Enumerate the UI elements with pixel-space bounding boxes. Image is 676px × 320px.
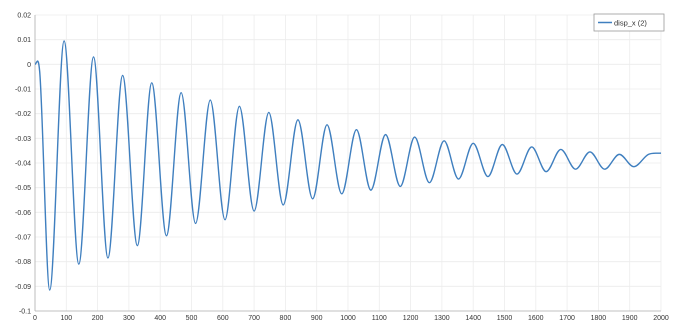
x-tick-label: 1500 bbox=[497, 315, 513, 320]
x-tick-label: 1800 bbox=[591, 315, 607, 320]
x-tick-label: 600 bbox=[217, 315, 229, 320]
x-tick-label: 900 bbox=[311, 315, 323, 320]
x-tick-label: 1900 bbox=[622, 315, 638, 320]
x-tick-label: 700 bbox=[248, 315, 260, 320]
x-tick-label: 200 bbox=[92, 315, 104, 320]
y-tick-label: -0.07 bbox=[15, 235, 31, 242]
legend: disp_x (2) bbox=[593, 13, 665, 32]
x-tick-label: 1400 bbox=[465, 315, 481, 320]
y-tick-label: -0.05 bbox=[15, 185, 31, 192]
y-tick-label: 0.01 bbox=[17, 37, 31, 44]
y-tick-label: -0.02 bbox=[15, 111, 31, 118]
grid bbox=[34, 14, 662, 312]
y-tick-label: 0 bbox=[27, 62, 31, 69]
y-tick-label: -0.03 bbox=[15, 136, 31, 143]
x-tick-label: 1600 bbox=[528, 315, 544, 320]
y-tick-label: -0.09 bbox=[15, 284, 31, 291]
y-tick-label: -0.06 bbox=[15, 210, 31, 217]
y-tick-label: -0.04 bbox=[15, 161, 31, 168]
x-tick-label: 2000 bbox=[653, 315, 669, 320]
x-tick-label: 1000 bbox=[340, 315, 356, 320]
x-tick-label: 800 bbox=[280, 315, 292, 320]
y-tick-label: -0.1 bbox=[19, 309, 31, 316]
x-axis-tick-labels: 0 100 200 300 400 500 600 700 800 900 1000 1100 1200… bbox=[33, 315, 669, 320]
legend-box bbox=[593, 13, 665, 32]
series-line-disp-x-2 bbox=[34, 40, 662, 291]
y-tick-label: -0.01 bbox=[15, 87, 31, 94]
x-tick-label: 100 bbox=[60, 315, 72, 320]
x-tick-label: 300 bbox=[123, 315, 135, 320]
y-tick-label: 0.02 bbox=[17, 13, 31, 20]
x-tick-label: 1100 bbox=[372, 315, 387, 320]
x-tick-label: 1200 bbox=[403, 315, 419, 320]
x-tick-label: 500 bbox=[186, 315, 198, 320]
x-tick-label: 400 bbox=[154, 315, 166, 320]
y-axis-tick-labels: 0.02 0.01 0 -0.01 -0.02 -0.03 -0.04 -0.05 -0.06 -… bbox=[15, 13, 31, 316]
x-tick-label: 1700 bbox=[559, 315, 575, 320]
x-tick-label: 0 bbox=[33, 315, 37, 320]
y-tick-label: -0.08 bbox=[15, 259, 31, 266]
x-tick-label: 1300 bbox=[434, 315, 450, 320]
series-layer bbox=[34, 40, 662, 291]
legend-label: disp_x (2) bbox=[614, 19, 647, 28]
